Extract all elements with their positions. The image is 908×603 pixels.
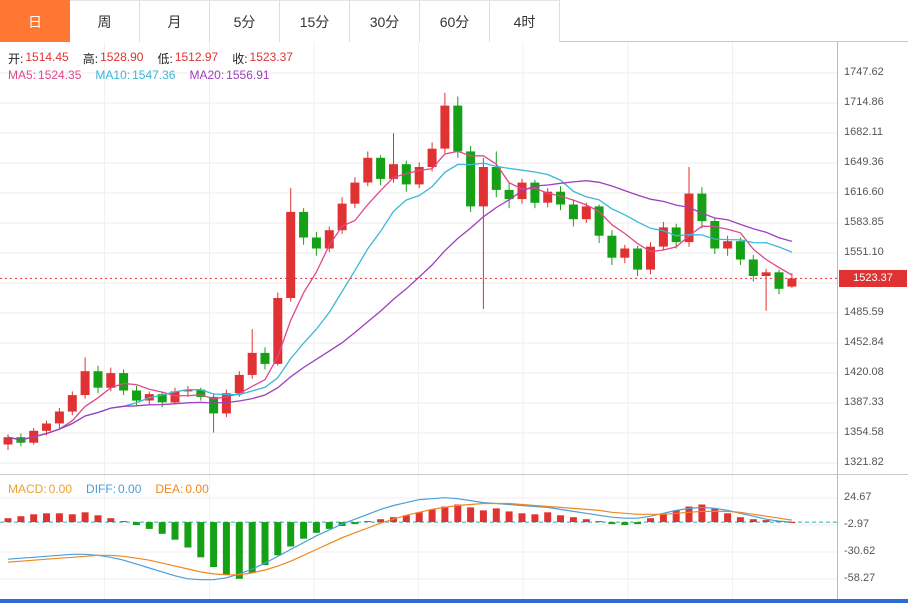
ma-info: MA5: 1524.35 MA10: 1547.36 MA20: 1556.91: [8, 68, 270, 82]
price-axis-label: 1354.58: [844, 426, 884, 438]
dea-value: 0.00: [185, 482, 209, 496]
price-axis-label: 1321.82: [844, 456, 884, 468]
ohlc-info: 开: 1514.45 高: 1528.90 低: 1512.97 收: 1523.37: [8, 50, 293, 67]
high-label: 高:: [82, 52, 99, 66]
macd-axis: 24.67 -2.97 -30.62 -58.27: [837, 474, 908, 601]
price-axis-label: 1583.85: [844, 216, 884, 228]
ma20-value: 1556.91: [226, 68, 270, 82]
price-axis-label: 1714.86: [844, 96, 884, 108]
price-axis-label: 1485.59: [844, 306, 884, 318]
tab-day[interactable]: 日: [0, 0, 70, 42]
main-gridlines: [0, 42, 837, 474]
macd-axis-label: -58.27: [844, 572, 876, 584]
diff-label: DIFF:: [86, 482, 117, 496]
price-axis-label: 1616.60: [844, 186, 884, 198]
macd-panel[interactable]: MACD: 0.00 DIFF: 0.00 DEA: 0.00: [0, 474, 837, 602]
macd-axis-label: 24.67: [844, 491, 872, 503]
price-axis-label: 1682.11: [844, 126, 883, 138]
macd-value: 0.00: [48, 482, 73, 496]
current-price-tag: 1523.37: [839, 269, 907, 287]
ma20-line: [7, 180, 793, 441]
macd-histogram: [4, 504, 796, 579]
interval-tabbar: 日 周 月 5分 15分 30分 60分 4时: [0, 0, 908, 42]
price-axis: 1523.37 1747.62 1714.86 1682.11 1649.36 1616…: [837, 42, 908, 474]
diff-value: 0.00: [118, 482, 142, 496]
tab-30min[interactable]: 30分: [350, 0, 420, 42]
ma5-label: MA5:: [8, 68, 37, 82]
ma20-label: MA20:: [189, 68, 225, 82]
dea-line: [7, 502, 792, 576]
candles: [3, 92, 797, 450]
candlestick-chart[interactable]: [0, 42, 837, 474]
price-axis-label: 1747.62: [844, 66, 884, 78]
ma5-value: 1524.35: [38, 68, 82, 82]
diff-line: [7, 497, 792, 581]
tab-week[interactable]: 周: [70, 0, 140, 42]
price-axis-label: 1387.33: [844, 396, 884, 408]
tab-5min[interactable]: 5分: [210, 0, 280, 42]
tab-60min[interactable]: 60分: [420, 0, 490, 42]
ma10-value: 1547.36: [132, 68, 176, 82]
tab-15min[interactable]: 15分: [280, 0, 350, 42]
price-axis-label: 1420.08: [844, 366, 884, 378]
dea-label: DEA:: [155, 482, 184, 496]
macd-label: MACD:: [8, 482, 47, 496]
price-axis-label: 1452.84: [844, 336, 884, 348]
horizontal-scrollbar[interactable]: [0, 599, 908, 603]
price-axis-label: 1649.36: [844, 156, 884, 168]
open-value: 1514.45: [25, 50, 69, 64]
macd-info: MACD: 0.00 DIFF: 0.00 DEA: 0.00: [8, 482, 209, 496]
ma5-line: [7, 150, 793, 441]
low-label: 低:: [157, 52, 173, 66]
main-chart-panel[interactable]: 开: 1514.45 高: 1528.90 低: 1512.97 收: 1523.37 …: [0, 42, 837, 474]
close-value: 1523.37: [249, 50, 293, 64]
close-label: 收:: [232, 52, 248, 66]
open-label: 开:: [8, 52, 24, 66]
ma10-label: MA10:: [95, 68, 131, 82]
tab-month[interactable]: 月: [140, 0, 210, 42]
macd-axis-label: -2.97: [844, 518, 870, 530]
low-value: 1512.97: [174, 50, 219, 64]
tab-4hour[interactable]: 4时: [490, 0, 560, 42]
high-value: 1528.90: [100, 50, 144, 64]
macd-gridlines: [0, 475, 837, 602]
ma10-line: [7, 162, 793, 441]
macd-chart[interactable]: [0, 475, 837, 602]
price-axis-label: 1551.10: [844, 246, 884, 258]
macd-axis-label: -30.62: [844, 545, 876, 557]
